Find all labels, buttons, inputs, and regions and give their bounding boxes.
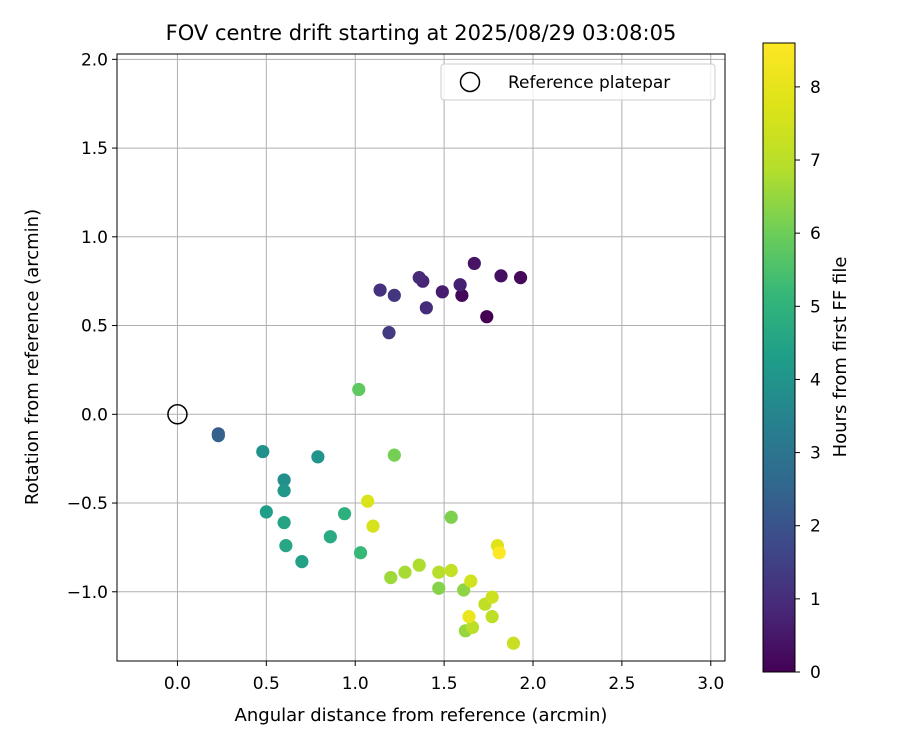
data-point	[353, 546, 368, 560]
y-tick-label: 0.0	[81, 405, 108, 425]
data-point	[323, 530, 337, 544]
data-point	[361, 494, 375, 508]
data-point	[277, 515, 291, 530]
legend-box	[440, 63, 716, 101]
data-point	[432, 581, 446, 595]
y-axis-label: Rotation from reference (arcmin)	[22, 209, 43, 505]
data-point	[384, 570, 398, 585]
data-point	[311, 450, 325, 464]
x-tick-label: 3.0	[697, 674, 724, 694]
colorbar-tick-label: 4	[810, 370, 821, 390]
colorbar-label: Hours from first FF file	[830, 257, 851, 458]
data-point	[337, 507, 352, 521]
data-point	[464, 574, 478, 588]
data-point	[398, 565, 412, 579]
colorbar-ticks: 0 1 2 3 4 5 6 7 8	[795, 78, 821, 683]
data-point	[412, 271, 426, 285]
data-point	[279, 539, 293, 553]
data-point	[485, 610, 499, 624]
y-tick-label: 1.0	[81, 228, 108, 248]
data-point	[412, 558, 426, 572]
x-tick-label: 1.5	[431, 674, 458, 694]
data-point	[295, 555, 309, 569]
data-point	[352, 382, 366, 397]
data-point	[382, 326, 396, 340]
reference-platepar-marker	[167, 404, 188, 425]
data-point	[492, 546, 506, 560]
data-point	[387, 288, 401, 302]
colorbar-tick-label: 3	[810, 444, 821, 464]
colorbar-tick-label: 7	[810, 151, 821, 171]
data-point	[453, 278, 467, 292]
grid-lines	[117, 54, 725, 661]
colorbar-tick-label: 1	[810, 590, 821, 610]
data-point	[435, 285, 449, 299]
plot-frame	[116, 53, 726, 662]
data-point	[432, 565, 446, 579]
legend-open-circle-marker	[459, 71, 481, 93]
colorbar-gradient	[762, 42, 796, 673]
colorbar: 0 1 2 3 4 5 6 7 8 Hours from first FF file	[762, 42, 851, 683]
colorbar-tick-label: 5	[810, 297, 821, 317]
data-point	[277, 473, 291, 487]
x-tick-label: 1.0	[342, 674, 369, 694]
data-points	[211, 256, 528, 650]
data-point	[494, 269, 508, 283]
data-point	[444, 563, 458, 578]
data-point	[465, 620, 480, 634]
colorbar-tick-label: 2	[810, 517, 821, 537]
data-point	[455, 288, 469, 302]
data-point	[256, 444, 270, 459]
colorbar-tick-label: 0	[810, 663, 821, 683]
x-tick-label: 0.5	[253, 674, 280, 694]
legend-label: Reference platepar	[508, 73, 670, 93]
x-tick-label: 2.0	[519, 674, 546, 694]
x-axis-ticks: 0.0 0.5 1.0 1.5 2.0 2.5 3.0	[164, 661, 724, 694]
data-point	[419, 301, 433, 315]
colorbar-tick-label: 6	[810, 224, 821, 244]
data-point	[457, 583, 471, 597]
chart-title: FOV centre drift starting at 2025/08/29 …	[166, 21, 677, 45]
y-tick-label: 2.0	[81, 50, 108, 70]
data-point	[211, 428, 225, 443]
data-point	[480, 310, 494, 324]
data-point	[373, 283, 387, 297]
x-tick-label: 0.0	[164, 674, 191, 694]
data-point	[462, 610, 476, 624]
data-point	[366, 519, 380, 533]
x-tick-label: 2.5	[608, 674, 635, 694]
y-tick-label: 0.5	[81, 317, 108, 337]
colorbar-tick-label: 8	[810, 78, 821, 98]
y-tick-label: 1.5	[81, 139, 108, 159]
y-tick-label: −0.5	[67, 494, 108, 514]
x-axis-label: Angular distance from reference (arcmin)	[235, 705, 608, 726]
y-axis-ticks: −1.0 −0.5 0.0 0.5 1.0 1.5 2.0	[67, 50, 117, 603]
y-tick-label: −1.0	[67, 583, 108, 603]
legend: Reference platepar	[440, 63, 716, 101]
data-point	[444, 510, 458, 524]
data-point	[485, 590, 499, 604]
data-point	[259, 505, 273, 519]
data-point	[513, 271, 528, 285]
data-point	[506, 636, 521, 650]
data-point	[467, 256, 481, 271]
data-point	[277, 484, 291, 498]
data-point	[387, 448, 401, 462]
